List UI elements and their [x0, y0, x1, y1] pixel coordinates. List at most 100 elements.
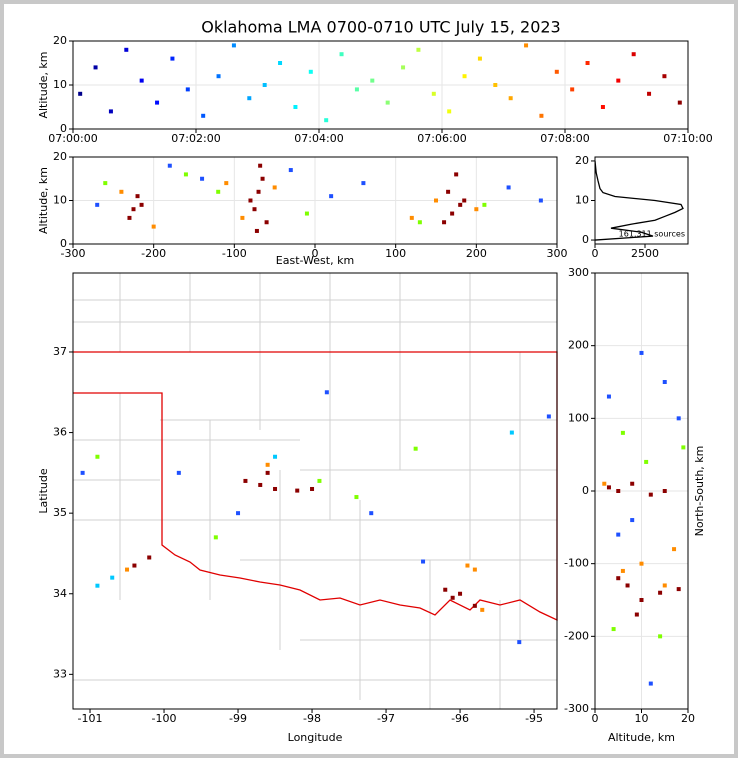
point	[616, 78, 621, 83]
point	[103, 181, 108, 186]
point	[413, 446, 418, 451]
point	[672, 547, 677, 552]
point	[472, 603, 477, 608]
point	[131, 207, 136, 212]
y-tick-label: 0	[582, 233, 589, 246]
axes-frame	[72, 156, 558, 245]
x-tick-label: -100	[152, 712, 177, 725]
point	[458, 591, 463, 596]
y-axis-label: Altitude, km	[37, 51, 50, 118]
marks	[95, 163, 543, 233]
point	[611, 627, 616, 632]
y-tick-label: 20	[575, 154, 589, 167]
point	[625, 583, 630, 588]
point	[602, 481, 607, 486]
point	[454, 172, 459, 177]
point	[260, 176, 265, 181]
point	[416, 47, 421, 52]
y-tick-label: 0	[582, 484, 589, 497]
point	[450, 595, 455, 600]
point	[264, 220, 269, 225]
point	[630, 518, 635, 523]
point	[125, 567, 130, 572]
x-tick-label: 07:04:00	[294, 132, 343, 145]
x-tick-label: 0	[592, 247, 599, 260]
x-tick-label: 200	[466, 247, 487, 260]
point	[676, 587, 681, 592]
marks	[78, 43, 682, 123]
point	[616, 489, 621, 493]
point	[108, 109, 113, 114]
x-axis-label: East-West, km	[276, 254, 354, 267]
marks	[80, 390, 551, 645]
point	[662, 583, 667, 588]
point	[183, 172, 188, 177]
point	[262, 83, 267, 87]
point	[258, 482, 263, 487]
x-tick-label: 20	[681, 712, 695, 725]
point	[339, 52, 344, 57]
point	[616, 532, 621, 537]
point	[124, 47, 129, 52]
point	[401, 65, 406, 70]
point	[231, 43, 236, 48]
y-tick-label: 37	[53, 345, 67, 358]
point	[600, 105, 605, 109]
point	[681, 445, 686, 450]
x-tick-label: -99	[229, 712, 247, 725]
y-tick-label: 10	[53, 194, 67, 207]
point	[361, 181, 366, 186]
point	[213, 535, 218, 540]
y-axis-label: North-South, km	[693, 446, 706, 537]
y-tick-label: 20	[53, 34, 67, 47]
y-tick-label: 20	[53, 150, 67, 163]
point	[304, 211, 309, 216]
point	[677, 100, 682, 105]
point	[256, 189, 261, 194]
point	[258, 163, 263, 168]
point	[648, 492, 653, 497]
point	[554, 69, 559, 74]
point	[647, 91, 652, 96]
x-tick-label: 07:02:00	[171, 132, 220, 145]
point	[155, 100, 160, 105]
point	[236, 511, 241, 516]
point	[648, 681, 653, 686]
point	[248, 198, 253, 203]
point	[639, 561, 644, 566]
y-tick-label: 200	[568, 339, 589, 352]
axes-frame	[72, 40, 689, 130]
x-tick-label: 10	[635, 712, 649, 725]
annotation: 161,311 sources	[619, 230, 685, 239]
point	[509, 430, 514, 435]
x-tick-label: -98	[303, 712, 321, 725]
point	[524, 43, 529, 48]
point	[480, 607, 485, 612]
point	[139, 202, 144, 207]
x-tick-label: 0	[592, 712, 599, 725]
point	[273, 454, 278, 459]
chart-title: Oklahoma LMA 0700-0710 UTC July 15, 2023	[201, 18, 560, 37]
point	[317, 478, 322, 483]
point	[254, 228, 259, 233]
point	[369, 511, 374, 516]
point	[93, 65, 98, 70]
x-tick-label: 07:06:00	[417, 132, 466, 145]
point	[272, 185, 277, 190]
point	[185, 87, 190, 92]
y-tick-label: 300	[568, 266, 589, 279]
x-tick-label: -101	[78, 712, 103, 725]
point	[443, 587, 448, 592]
axes-frame	[594, 272, 689, 710]
point	[585, 61, 590, 65]
y-axis-label: Latitude	[37, 468, 50, 514]
point	[462, 74, 467, 79]
point	[546, 414, 551, 419]
x-tick-label: 300	[547, 247, 568, 260]
panel: -101 -100 -99 -98 -97 -96 -95 33 34 35 36 37 Longitu…	[37, 272, 558, 744]
point	[620, 568, 625, 573]
x-tick-label: -97	[377, 712, 395, 725]
point	[295, 488, 300, 493]
